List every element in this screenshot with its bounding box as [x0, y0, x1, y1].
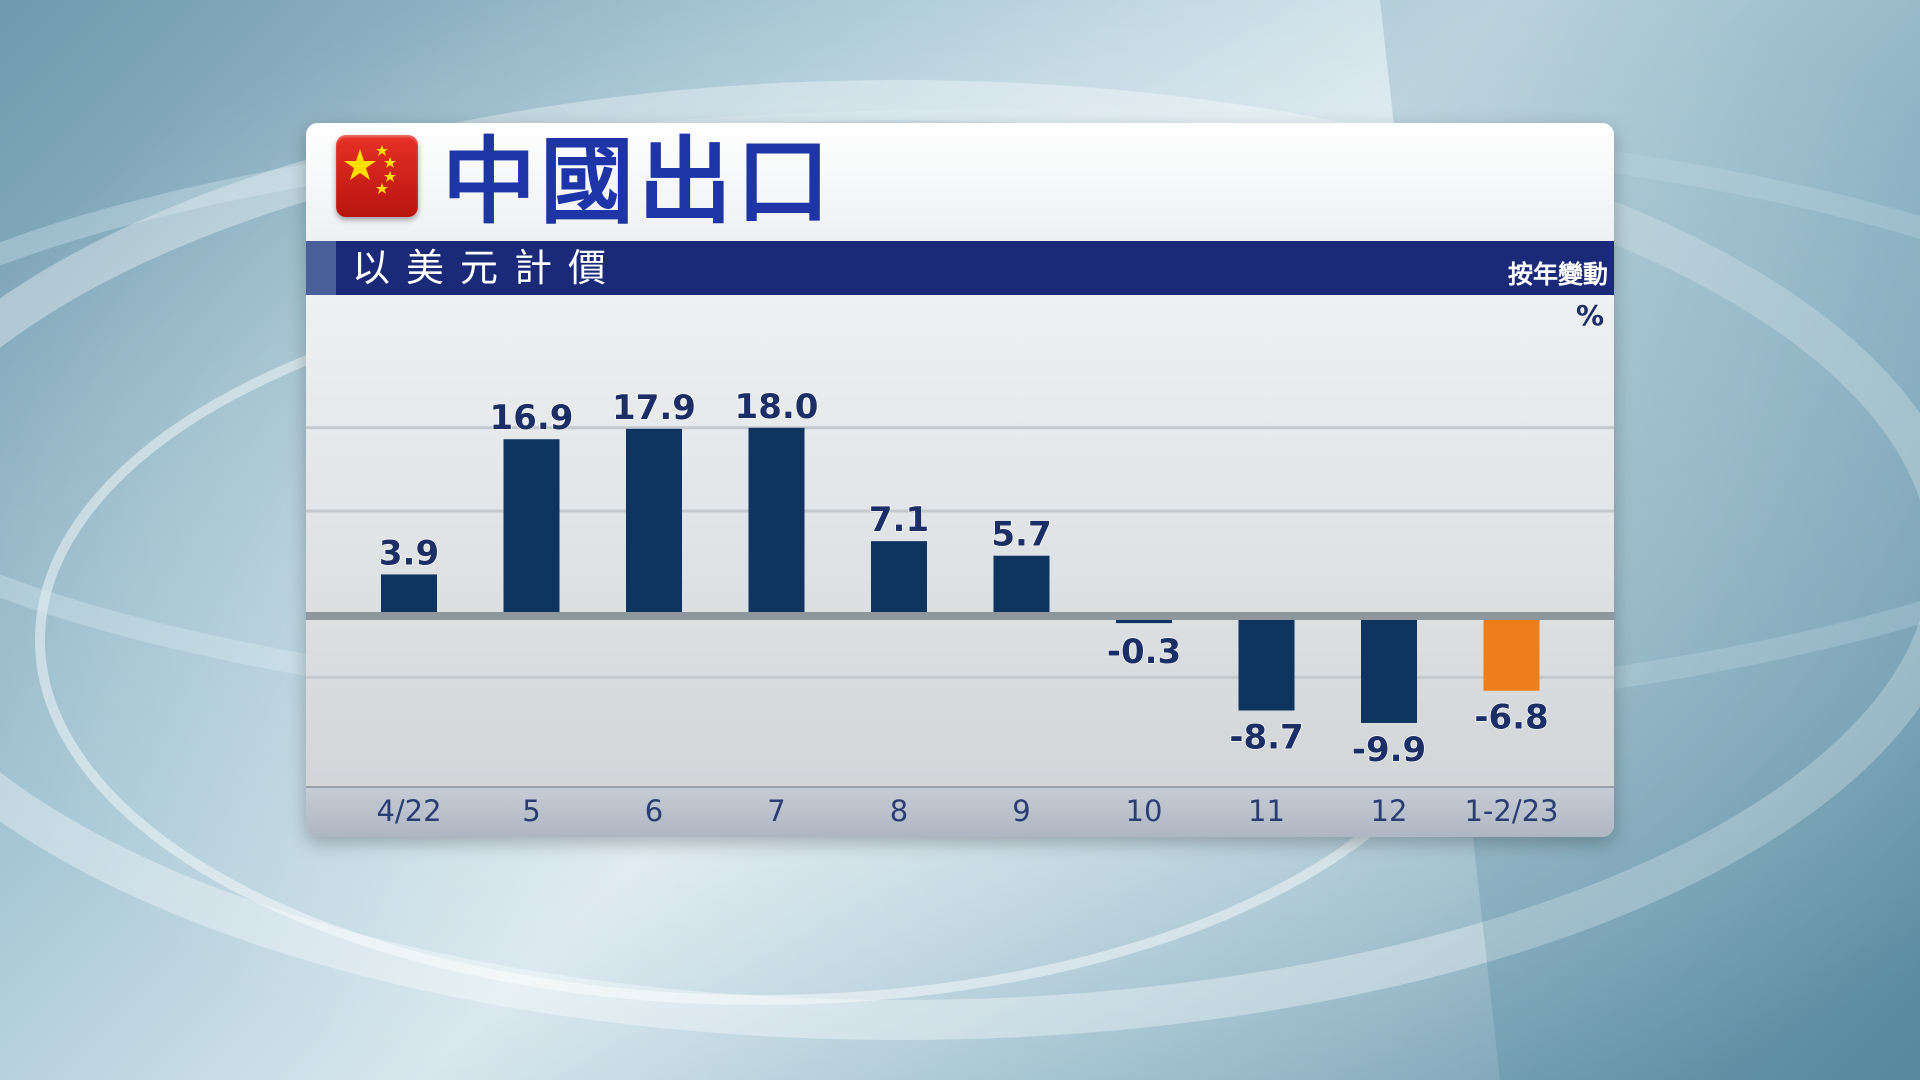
unit-label: % — [1575, 299, 1604, 332]
y-axis-label: 按年變動 — [1507, 260, 1608, 289]
bar — [1361, 620, 1417, 723]
china-flag-icon — [336, 135, 418, 217]
bar-value-label: 5.7 — [991, 515, 1051, 555]
x-tick-label: 8 — [890, 794, 908, 828]
bar — [1116, 620, 1172, 624]
bar — [993, 555, 1050, 612]
bar-value-label: -8.7 — [1229, 717, 1303, 757]
x-tick-label: 7 — [767, 794, 785, 828]
x-tick-label: 1-2/23 — [1464, 794, 1558, 828]
bar — [748, 427, 805, 612]
bar-value-label: -0.3 — [1107, 632, 1181, 672]
x-tick-label: 4/22 — [376, 794, 441, 828]
subtitle-bar: 以美元計價 按年變動 — [306, 241, 1614, 295]
x-axis-band — [306, 787, 1614, 837]
bar-value-label: 7.1 — [869, 500, 929, 540]
bar — [1238, 620, 1295, 711]
subtitle-bar-accent — [306, 241, 336, 295]
bar — [626, 428, 682, 612]
bar-value-label: -6.8 — [1474, 698, 1548, 738]
x-tick-label: 12 — [1371, 794, 1408, 828]
chart-panel: 中國出口 以美元計價 按年變動 % 3.9 4/22 16.9 5 17.9 6 18.0 7… — [306, 123, 1614, 837]
bar-value-label: 3.9 — [379, 533, 439, 573]
bar-value-label: 18.0 — [735, 387, 819, 427]
x-tick-label: 9 — [1012, 794, 1030, 828]
bar — [503, 439, 560, 612]
bar-value-label: -9.9 — [1352, 730, 1426, 770]
x-tick-label: 6 — [645, 794, 663, 828]
x-tick-label: 10 — [1126, 794, 1163, 828]
x-tick-label: 11 — [1248, 794, 1285, 828]
title-area: 中國出口 — [306, 123, 1614, 241]
bar — [381, 574, 437, 612]
bar-chart: 3.9 4/22 16.9 5 17.9 6 18.0 7 7.1 8 5.7 9 -0.3 10 -8.7… — [306, 386, 1614, 828]
chart-title: 中國出口 — [442, 128, 835, 237]
bar — [871, 541, 927, 612]
x-tick-label: 5 — [522, 794, 540, 828]
zero-baseline — [306, 612, 1614, 620]
bar-value-label: 16.9 — [490, 398, 574, 438]
chart-subtitle: 以美元計價 — [352, 246, 623, 290]
bar-value-label: 17.9 — [612, 388, 696, 428]
bar — [1483, 620, 1540, 691]
